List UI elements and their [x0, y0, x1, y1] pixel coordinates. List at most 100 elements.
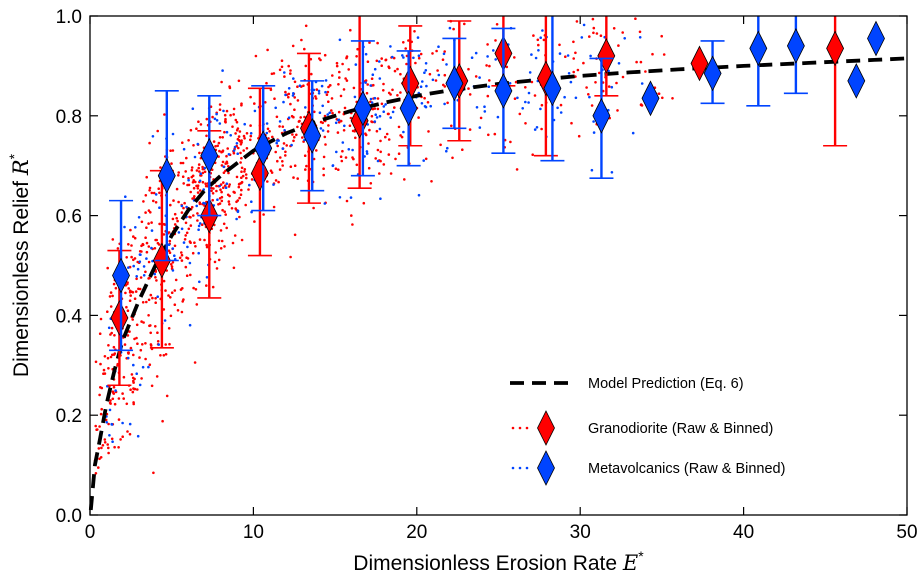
granodiorite-raw-point [141, 343, 144, 346]
granodiorite-raw-point [170, 162, 173, 165]
granodiorite-raw-point [132, 402, 135, 406]
granodiorite-raw-point [280, 59, 284, 62]
granodiorite-raw-point [272, 72, 276, 75]
granodiorite-raw-point [278, 125, 281, 128]
metavolcanics-raw-point [287, 116, 291, 119]
metavolcanics-raw-point [539, 107, 542, 111]
metavolcanics-raw-point [391, 55, 394, 59]
granodiorite-raw-point [616, 109, 619, 112]
x-tick-label: 30 [570, 522, 591, 543]
granodiorite-raw-point [509, 140, 512, 144]
metavolcanics-raw-point [559, 111, 563, 114]
granodiorite-raw-point [382, 82, 385, 86]
granodiorite-raw-point [564, 55, 567, 58]
metavolcanics-raw-point [235, 217, 238, 221]
granodiorite-raw-point [387, 91, 391, 95]
granodiorite-raw-point [303, 154, 307, 157]
granodiorite-raw-point [226, 193, 230, 197]
granodiorite-raw-point [218, 103, 222, 106]
granodiorite-raw-point [505, 65, 509, 69]
granodiorite-raw-point [348, 124, 352, 127]
metavolcanics-raw-point [138, 253, 142, 256]
granodiorite-raw-point [378, 172, 381, 175]
granodiorite-raw-point [370, 114, 374, 118]
granodiorite-raw-point [142, 321, 145, 324]
granodiorite-raw-point [269, 169, 273, 172]
granodiorite-raw-point [154, 201, 158, 204]
granodiorite-raw-point [364, 133, 368, 137]
granodiorite-raw-point [197, 163, 201, 166]
granodiorite-raw-point [352, 86, 356, 90]
granodiorite-raw-point [140, 220, 144, 224]
granodiorite-raw-point [187, 177, 190, 180]
granodiorite-raw-point [404, 47, 408, 50]
granodiorite-raw-point [595, 32, 599, 35]
granodiorite-raw-point [180, 251, 183, 254]
granodiorite-raw-point [99, 412, 103, 416]
granodiorite-raw-point [184, 265, 188, 269]
granodiorite-raw-point [221, 208, 224, 212]
granodiorite-raw-point [334, 167, 338, 170]
granodiorite-raw-point [161, 419, 164, 423]
granodiorite-raw-point [413, 30, 416, 33]
granodiorite-raw-point [301, 136, 304, 139]
metavolcanics-binned-marker [200, 137, 219, 174]
metavolcanics-raw-point [424, 69, 428, 72]
granodiorite-raw-point [639, 60, 643, 64]
granodiorite-raw-point [138, 287, 142, 291]
granodiorite-raw-point [644, 70, 647, 73]
metavolcanics-raw-point [423, 71, 426, 74]
granodiorite-raw-point [262, 213, 265, 216]
granodiorite-raw-point [220, 195, 224, 199]
granodiorite-raw-point [240, 156, 243, 160]
granodiorite-raw-point [634, 17, 637, 21]
granodiorite-raw-point [339, 119, 343, 123]
granodiorite-raw-point [327, 100, 330, 103]
granodiorite-raw-point [194, 288, 198, 291]
granodiorite-raw-point [281, 125, 285, 128]
metavolcanics-raw-point [199, 172, 202, 175]
granodiorite-raw-point [223, 245, 226, 248]
granodiorite-raw-point [175, 187, 179, 191]
granodiorite-raw-point [427, 130, 430, 133]
granodiorite-raw-point [195, 169, 199, 172]
legend-metavolcanics-raw-swatch [525, 466, 529, 470]
granodiorite-raw-point [152, 199, 155, 203]
granodiorite-raw-point [133, 297, 137, 301]
granodiorite-raw-point [100, 446, 103, 450]
granodiorite-raw-point [126, 309, 130, 313]
metavolcanics-raw-point [494, 58, 498, 61]
granodiorite-raw-point [238, 182, 241, 186]
granodiorite-raw-point [157, 187, 160, 190]
granodiorite-raw-point [313, 110, 316, 114]
metavolcanics-raw-point [136, 267, 140, 271]
granodiorite-raw-point [296, 177, 300, 180]
granodiorite-raw-point [376, 107, 380, 111]
granodiorite-raw-point [592, 31, 595, 35]
granodiorite-raw-point [513, 56, 516, 59]
granodiorite-raw-point [493, 132, 497, 136]
metavolcanics-raw-point [287, 87, 291, 90]
granodiorite-raw-point [228, 85, 231, 88]
granodiorite-raw-point [330, 97, 334, 100]
granodiorite-raw-point [112, 345, 116, 349]
granodiorite-raw-point [518, 112, 522, 116]
granodiorite-raw-point [435, 49, 438, 53]
granodiorite-raw-point [322, 173, 326, 177]
granodiorite-raw-point [594, 81, 597, 84]
granodiorite-raw-point [98, 393, 101, 397]
granodiorite-raw-point [366, 60, 370, 63]
metavolcanics-raw-point [508, 82, 512, 85]
granodiorite-raw-point [426, 101, 430, 104]
metavolcanics-raw-point [243, 122, 246, 126]
granodiorite-raw-point [223, 130, 226, 134]
metavolcanics-binned-marker [445, 65, 464, 102]
granodiorite-raw-point [176, 309, 180, 312]
granodiorite-raw-point [184, 170, 187, 173]
granodiorite-raw-point [113, 334, 116, 337]
granodiorite-raw-point [302, 84, 305, 87]
granodiorite-raw-point [468, 128, 472, 131]
granodiorite-raw-point [180, 310, 184, 314]
granodiorite-raw-point [103, 372, 107, 375]
